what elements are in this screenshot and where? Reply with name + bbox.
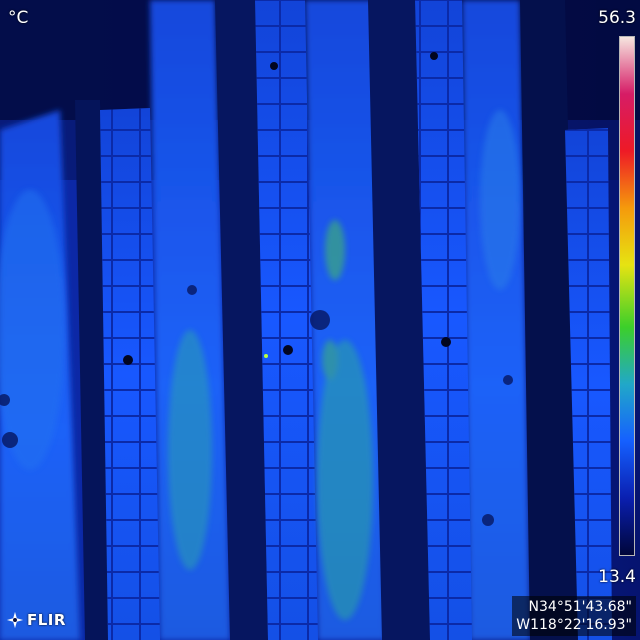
temperature-unit-label: °C bbox=[8, 8, 29, 28]
brand-logo: FLIR bbox=[6, 611, 66, 629]
scale-max-label: 56.3 bbox=[598, 8, 636, 28]
scale-min-label: 13.4 bbox=[598, 567, 636, 587]
temperature-scale-bar bbox=[619, 36, 635, 556]
gps-longitude: W118°22'16.93" bbox=[516, 617, 632, 633]
brand-name: FLIR bbox=[27, 611, 66, 629]
gps-latitude: N34°51'43.68" bbox=[528, 599, 632, 615]
flir-logo-icon bbox=[6, 611, 24, 629]
gps-readout: N34°51'43.68" W118°22'16.93" bbox=[512, 596, 636, 636]
